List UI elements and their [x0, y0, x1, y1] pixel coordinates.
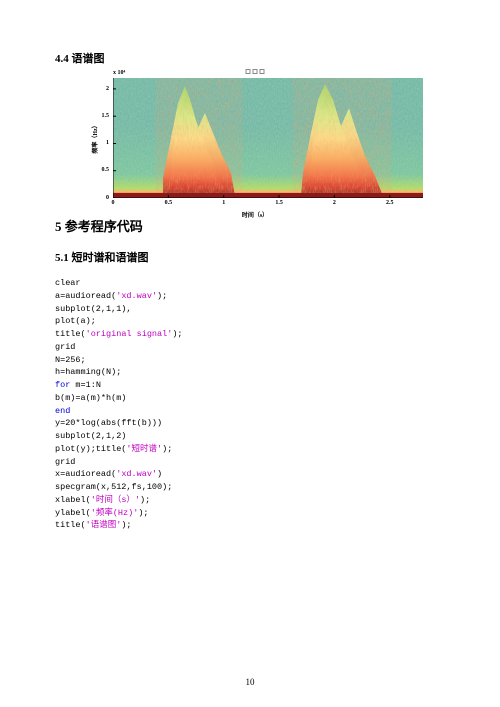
y-axis-label: 频率（Hz）	[90, 122, 99, 153]
y-tick: 2	[106, 86, 109, 92]
x-tick: 0	[112, 200, 115, 206]
figure-title-placeholder	[246, 69, 265, 74]
x-tick: 0.5	[165, 200, 173, 206]
spectrogram-figure: x 10⁴ 0 0.5 1 1.5 2 频率（Hz）	[85, 78, 425, 198]
x-tick: 1.5	[275, 200, 283, 206]
page-number: 10	[246, 677, 255, 687]
heading-5-1: 5.1 短时谱和语谱图	[55, 249, 445, 265]
y-tick: 0	[106, 195, 109, 201]
x-tick: 2	[333, 200, 336, 206]
y-tick: 1	[106, 140, 109, 146]
x-tick: 2.5	[386, 200, 394, 206]
y-tick: 0.5	[102, 167, 110, 173]
spectrogram-svg	[113, 78, 423, 198]
code-listing: clear a=audioread('xd.wav'); subplot(2,1…	[55, 277, 445, 532]
heading-4-4: 4.4 语谱图	[55, 50, 445, 66]
x-axis-label: 时间（s）	[242, 210, 268, 219]
x-tick: 1	[222, 200, 225, 206]
y-tick: 1.5	[102, 113, 110, 119]
spectrogram-plot-area	[113, 78, 423, 198]
y-axis-exponent: x 10⁴	[113, 70, 125, 76]
